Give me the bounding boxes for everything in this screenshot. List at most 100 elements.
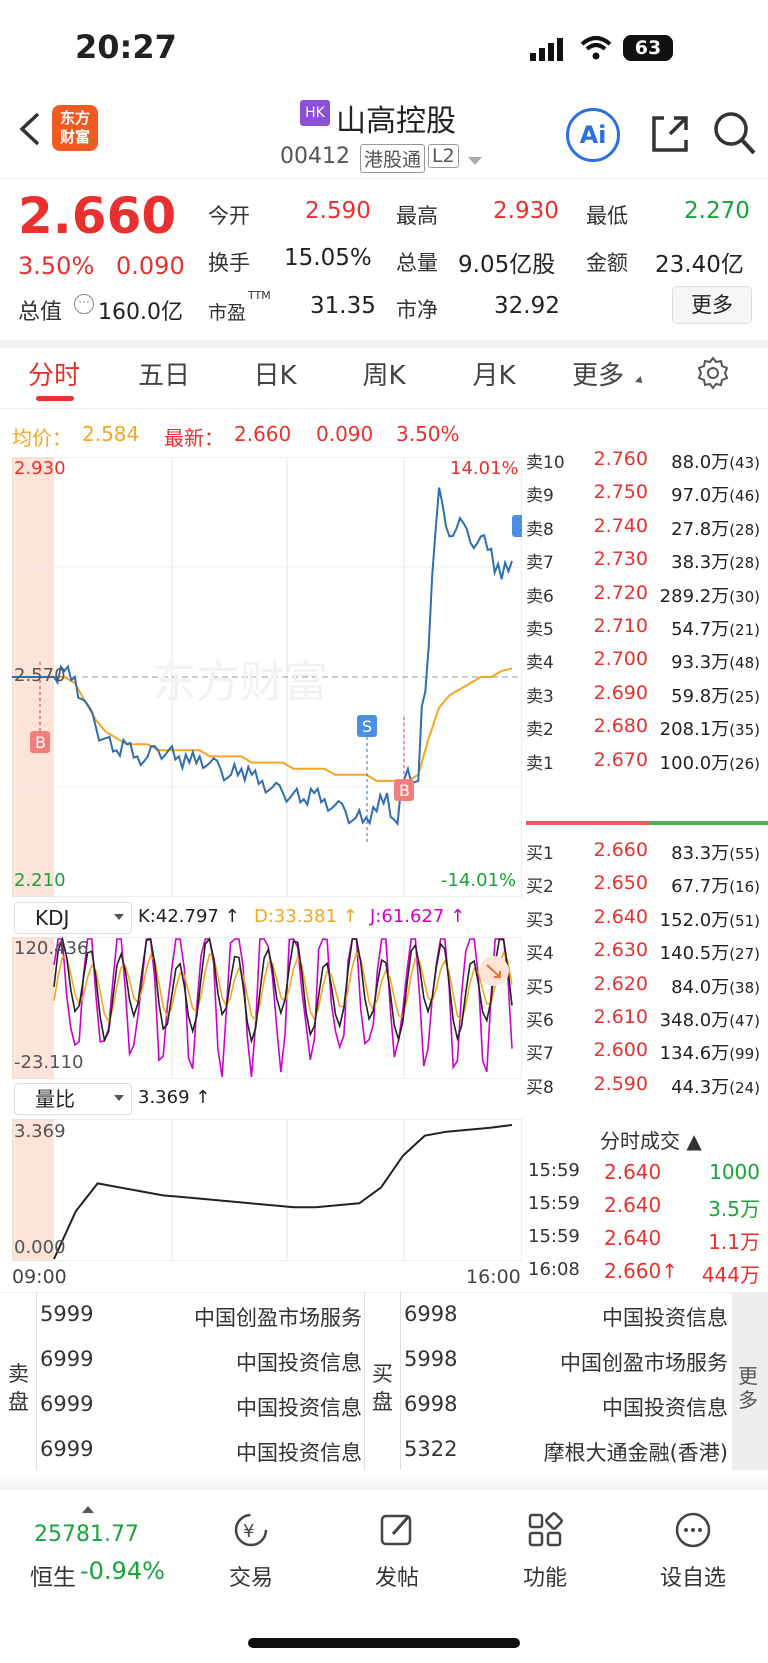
dropdown-icon[interactable] bbox=[468, 157, 482, 165]
tab-weekly-k[interactable]: 周K bbox=[362, 361, 406, 391]
ask-row[interactable]: 卖10 2.760 88.0万(43) bbox=[526, 442, 768, 477]
ask-volume: 208.1万(35) bbox=[660, 715, 760, 741]
tab-intraday[interactable]: 分时 bbox=[27, 361, 81, 391]
mcap-label: 总值 bbox=[18, 300, 63, 325]
sell-broker-id[interactable]: 5999 bbox=[40, 1302, 94, 1326]
tab-more-caret-icon bbox=[635, 376, 645, 386]
more-quote-button[interactable]: 更多 bbox=[672, 286, 752, 324]
app-logo[interactable]: 东方 财富 bbox=[52, 105, 98, 151]
sell-marker-2[interactable] bbox=[512, 515, 522, 537]
ask-row[interactable]: 卖2 2.680 208.1万(35) bbox=[526, 709, 768, 744]
bid-row[interactable]: 买7 2.600 134.6万(99) bbox=[526, 1033, 768, 1068]
ask-volume: 54.7万(21) bbox=[671, 615, 760, 641]
sell-broker-id[interactable]: 6999 bbox=[40, 1347, 94, 1371]
index-value[interactable]: 25781.77 bbox=[34, 1522, 139, 1547]
trade-volume: 1000 bbox=[709, 1160, 760, 1184]
buy-broker-id[interactable]: 6998 bbox=[404, 1302, 458, 1326]
buy-broker-id[interactable]: 5998 bbox=[404, 1347, 458, 1371]
bid-row[interactable]: 买6 2.610 348.0万(47) bbox=[526, 1000, 768, 1035]
ask-row[interactable]: 卖1 2.670 100.0万(26) bbox=[526, 743, 768, 778]
vratio-chart[interactable] bbox=[12, 1119, 522, 1261]
bid-price: 2.590 bbox=[593, 1072, 648, 1095]
pe-sup: TTM bbox=[248, 289, 271, 302]
buy-broker-name[interactable]: 中国创盈市场服务 bbox=[560, 1351, 728, 1375]
ask-row[interactable]: 卖8 2.740 27.8万(28) bbox=[526, 509, 768, 544]
share-icon[interactable] bbox=[648, 112, 692, 160]
ask-price: 2.670 bbox=[593, 748, 648, 771]
kdj-selector[interactable]: KDJ bbox=[14, 902, 132, 934]
ask-volume: 100.0万(26) bbox=[660, 749, 760, 775]
ask-vol-amount: 100.0万 bbox=[659, 752, 730, 774]
buy-broker-name[interactable]: 中国投资信息 bbox=[602, 1306, 728, 1330]
search-icon[interactable] bbox=[712, 110, 758, 162]
stock-name: 山高控股 bbox=[336, 104, 456, 139]
back-button[interactable] bbox=[16, 110, 44, 152]
sell-broker-id[interactable]: 6999 bbox=[40, 1437, 94, 1461]
sell-broker-name[interactable]: 中国投资信息 bbox=[236, 1441, 362, 1465]
amount-value: 23.40亿 bbox=[655, 252, 744, 278]
sell-marker-1[interactable] bbox=[357, 715, 377, 737]
edit-icon bbox=[380, 1514, 412, 1546]
intraday-chart[interactable]: 东方财富 B S B bbox=[12, 457, 522, 897]
bid-level-label: 买1 bbox=[526, 844, 554, 864]
ask-row[interactable]: 卖4 2.700 93.3万(48) bbox=[526, 642, 768, 677]
buy-broker-id[interactable]: 6998 bbox=[404, 1392, 458, 1416]
trades-title[interactable]: 分时成交 ▲ bbox=[600, 1129, 702, 1153]
sell-broker-name[interactable]: 中国投资信息 bbox=[236, 1351, 362, 1375]
bid-price: 2.650 bbox=[593, 872, 648, 895]
nav-trade[interactable]: ¥ 交易 bbox=[196, 1510, 306, 1592]
sell-broker-name[interactable]: 中国创盈市场服务 bbox=[194, 1306, 362, 1330]
ai-button[interactable]: Ai bbox=[566, 108, 620, 162]
tab-five-day[interactable]: 五日 bbox=[137, 361, 191, 391]
sell-broker-name[interactable]: 中国投资信息 bbox=[236, 1396, 362, 1420]
bid-row[interactable]: 买4 2.630 140.5万(27) bbox=[526, 933, 768, 968]
broker-more-button[interactable]: 更多 bbox=[732, 1292, 768, 1470]
bid-volume: 134.6万(99) bbox=[660, 1039, 760, 1065]
bid-row[interactable]: 买1 2.660 83.3万(55) bbox=[526, 833, 768, 868]
buy-broker-name[interactable]: 中国投资信息 bbox=[602, 1396, 728, 1420]
ask-vol-amount: 88.0万 bbox=[671, 452, 730, 473]
trade-volume: 3.5万 bbox=[708, 1197, 760, 1221]
avg-price-label: 均价： bbox=[12, 426, 72, 450]
bid-level-label: 买4 bbox=[526, 944, 554, 965]
ask-volume: 93.3万(48) bbox=[671, 648, 760, 674]
bid-row[interactable]: 买5 2.620 84.0万(38) bbox=[526, 967, 768, 1002]
buy-broker-id[interactable]: 5322 bbox=[404, 1437, 458, 1461]
ask-row[interactable]: 卖6 2.720 289.2万(30) bbox=[526, 576, 768, 611]
bid-price: 2.620 bbox=[593, 972, 648, 995]
ask-row[interactable]: 卖3 2.690 59.8万(25) bbox=[526, 676, 768, 711]
info-icon[interactable]: ··· bbox=[74, 294, 94, 314]
low-label: 最低 bbox=[586, 204, 628, 228]
ask-row[interactable]: 卖7 2.730 38.3万(28) bbox=[526, 542, 768, 577]
vratio-selector[interactable]: 量比 bbox=[14, 1083, 132, 1115]
buy-broker-name[interactable]: 摩根大通金融(香港) bbox=[543, 1441, 728, 1465]
kdj-k-line bbox=[53, 937, 513, 1045]
nav-add-watchlist[interactable]: 设自选 bbox=[638, 1510, 748, 1592]
vratio-ymax: 3.369 bbox=[14, 1121, 66, 1142]
index-pct[interactable]: -0.94% bbox=[80, 1557, 165, 1585]
nav-functions[interactable]: 功能 bbox=[490, 1510, 600, 1592]
ask-row[interactable]: 卖9 2.750 97.0万(46) bbox=[526, 475, 768, 510]
tab-daily-k[interactable]: 日K bbox=[253, 361, 297, 391]
ask-row[interactable]: 卖5 2.710 54.7万(21) bbox=[526, 609, 768, 644]
bid-order-count: (16) bbox=[729, 878, 760, 897]
home-indicator bbox=[248, 1638, 520, 1648]
bid-vol-amount: 67.7万 bbox=[671, 876, 730, 898]
bid-row[interactable]: 买3 2.640 152.0万(51) bbox=[526, 900, 768, 935]
buy-marker-2[interactable] bbox=[394, 779, 414, 801]
settings-icon[interactable] bbox=[696, 356, 730, 394]
tab-more[interactable]: 更多 bbox=[571, 361, 625, 391]
ask-level-label: 卖7 bbox=[526, 553, 554, 574]
bid-row[interactable]: 买8 2.590 44.3万(24) bbox=[526, 1067, 768, 1102]
nav-post[interactable]: 发帖 bbox=[342, 1510, 452, 1592]
sell-broker-id[interactable]: 6999 bbox=[40, 1392, 94, 1416]
volume-value: 9.05亿股 bbox=[458, 252, 556, 278]
trade-price: 2.640 bbox=[604, 1226, 662, 1250]
battery-icon: 63 bbox=[623, 35, 673, 61]
kdj-chart[interactable] bbox=[12, 937, 522, 1079]
buy-marker-1[interactable] bbox=[30, 731, 50, 753]
more-dots-icon bbox=[675, 1512, 711, 1548]
bid-row[interactable]: 买2 2.650 67.7万(16) bbox=[526, 866, 768, 901]
index-name[interactable]: 恒生 bbox=[30, 1565, 76, 1591]
tab-monthly-k[interactable]: 月K bbox=[472, 361, 516, 391]
